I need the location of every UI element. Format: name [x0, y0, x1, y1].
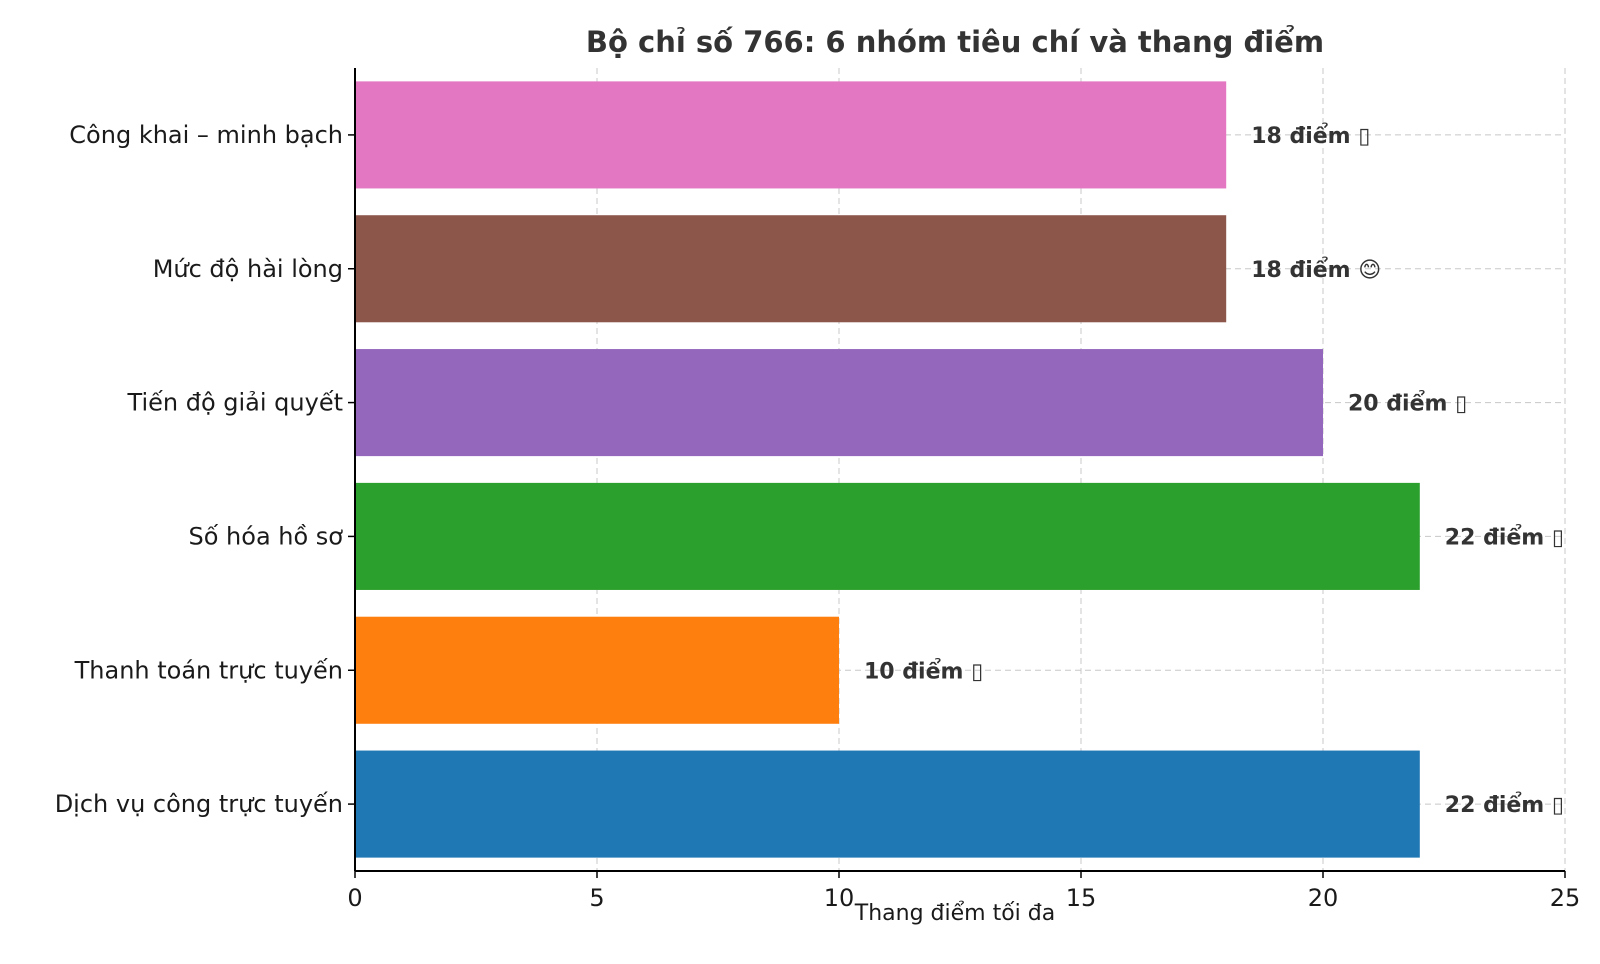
axes — [348, 68, 1566, 878]
x-tick-label: 15 — [1066, 884, 1097, 912]
bar — [355, 482, 1420, 590]
x-tick-label: 5 — [589, 884, 604, 912]
bars — [355, 81, 1420, 858]
x-tick-label: 25 — [1550, 884, 1581, 912]
bar-data-label: 22 điểm ▯ — [1445, 792, 1564, 818]
bar — [355, 349, 1323, 457]
y-tick-label: Tiến độ giải quyết — [127, 389, 343, 417]
y-tick-label: Thanh toán trực tuyến — [74, 656, 343, 684]
y-tick-label: Số hóa hồ sơ — [189, 522, 344, 550]
bar — [355, 616, 839, 724]
y-tick-label: Mức độ hài lòng — [153, 255, 343, 283]
x-tick-label: 20 — [1308, 884, 1339, 912]
x-axis-label: Thang điểm tối đa — [854, 901, 1055, 926]
labels: 0 5 10 15 20 25 22 điểm ▯ Dịch vụ công trực tuy… — [55, 121, 1581, 912]
bar — [355, 81, 1227, 189]
x-tick-label: 10 — [824, 884, 855, 912]
bar-data-label: 10 điểm ▯ — [864, 658, 983, 684]
y-tick-label: Dịch vụ công trực tuyến — [55, 790, 343, 818]
bar — [355, 215, 1227, 323]
bar-data-label: 20 điểm ▯ — [1348, 391, 1467, 417]
chart-title: Bộ chỉ số 766: 6 nhóm tiêu chí và thang … — [586, 25, 1324, 59]
bar-data-label: 18 điểm 😊 — [1251, 257, 1381, 283]
bar-data-label: 18 điểm ▯ — [1251, 123, 1370, 149]
y-tick-label: Công khai – minh bạch — [69, 121, 343, 149]
bar — [355, 750, 1420, 858]
x-tick-label: 0 — [347, 884, 362, 912]
bar-data-label: 22 điểm ▯ — [1445, 524, 1564, 550]
